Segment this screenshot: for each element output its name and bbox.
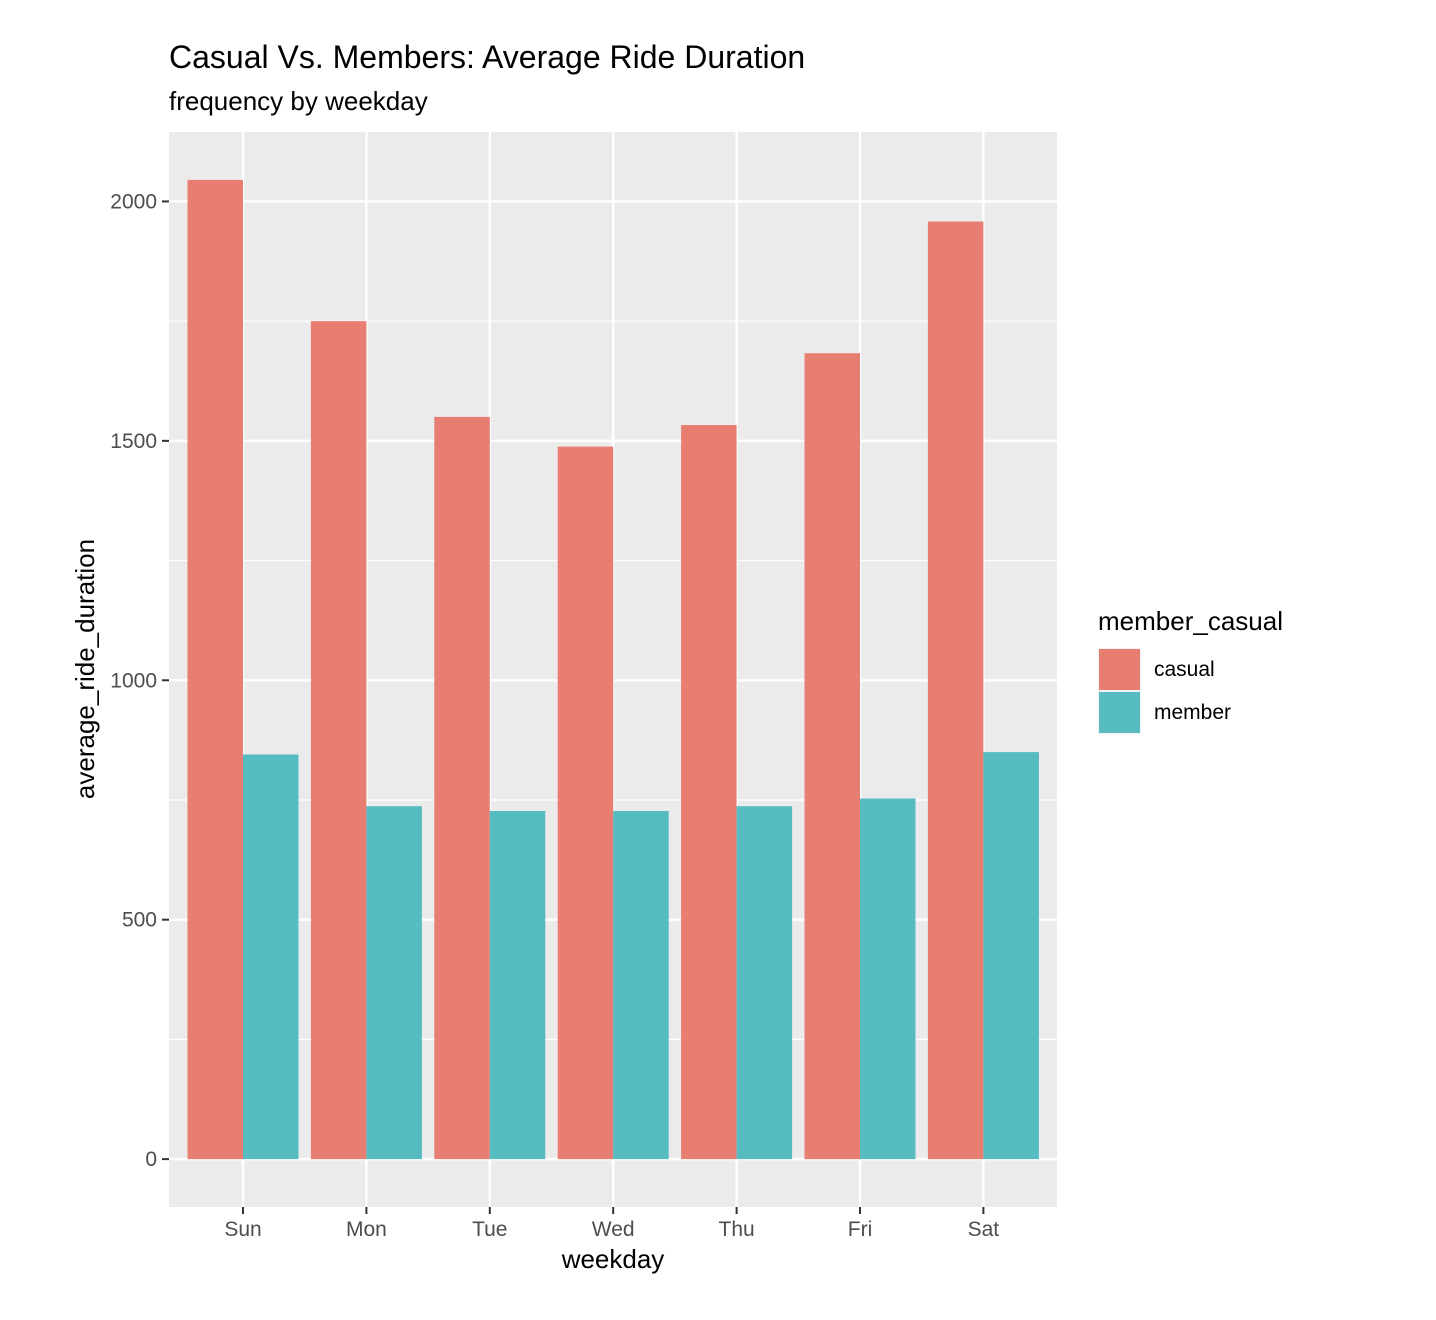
bar-member-tue (489, 810, 546, 1160)
chart-title: Casual Vs. Members: Average Ride Duratio… (169, 39, 805, 75)
x-axis-title: weekday (561, 1244, 665, 1274)
bar-member-sat (983, 752, 1039, 1160)
bar-casual-sun (187, 179, 243, 1160)
y-axis-title: average_ride_duration (70, 539, 100, 799)
legend-label-member: member (1154, 701, 1231, 724)
legend-swatch-casual (1099, 649, 1140, 690)
bar-member-fri (860, 798, 916, 1160)
legend-title: member_casual (1098, 606, 1283, 636)
bar-casual-sat (927, 221, 984, 1160)
y-tick-label: 2000 (110, 190, 157, 213)
bar-casual-fri (804, 353, 860, 1160)
y-tick-label: 500 (122, 909, 157, 932)
bar-casual-thu (681, 425, 737, 1160)
bar-member-wed (613, 810, 669, 1160)
bar-member-mon (366, 806, 422, 1160)
legend-label-casual: casual (1154, 658, 1215, 681)
bar-casual-mon (310, 321, 367, 1160)
bars (187, 179, 1039, 1160)
legend-items: casual member (1098, 648, 1231, 734)
x-tick-label: Tue (472, 1218, 507, 1241)
x-tick-label: Mon (346, 1218, 387, 1241)
y-tick-label: 0 (145, 1148, 157, 1171)
x-axis: Sun Mon Tue Wed Thu Fri Sat (224, 1207, 999, 1241)
bar-member-thu (736, 806, 793, 1160)
x-tick-label: Fri (848, 1218, 873, 1241)
chart-subtitle: frequency by weekday (169, 86, 428, 116)
bar-casual-tue (434, 416, 490, 1160)
bar-member-sun (243, 754, 299, 1160)
bar-casual-wed (557, 446, 614, 1160)
x-tick-label: Sat (968, 1218, 1000, 1241)
y-tick-label: 1500 (110, 430, 157, 453)
x-tick-label: Sun (224, 1218, 261, 1241)
legend-swatch-member (1099, 692, 1140, 733)
legend: member_casual casual member (1098, 606, 1283, 734)
x-tick-label: Thu (719, 1218, 755, 1241)
y-tick-label: 1000 (110, 669, 157, 692)
x-tick-label: Wed (592, 1218, 635, 1241)
y-axis: 0 500 1000 1500 2000 (110, 190, 169, 1171)
